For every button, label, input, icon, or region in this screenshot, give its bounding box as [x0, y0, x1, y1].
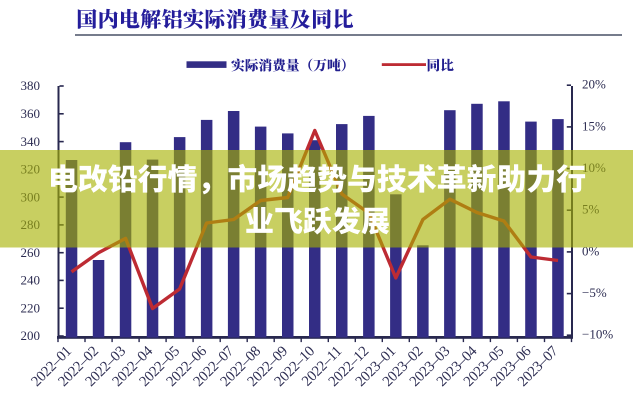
svg-text:220: 220 — [21, 300, 41, 315]
svg-text:240: 240 — [21, 273, 41, 288]
svg-text:−5%: −5% — [582, 285, 607, 300]
svg-text:−10%: −10% — [582, 327, 613, 342]
svg-text:200: 200 — [21, 328, 41, 343]
svg-text:360: 360 — [21, 106, 41, 121]
svg-text:380: 380 — [21, 78, 41, 93]
svg-text:260: 260 — [21, 245, 41, 260]
svg-text:15%: 15% — [582, 118, 606, 133]
svg-text:20%: 20% — [582, 77, 606, 92]
svg-text:340: 340 — [21, 134, 41, 149]
